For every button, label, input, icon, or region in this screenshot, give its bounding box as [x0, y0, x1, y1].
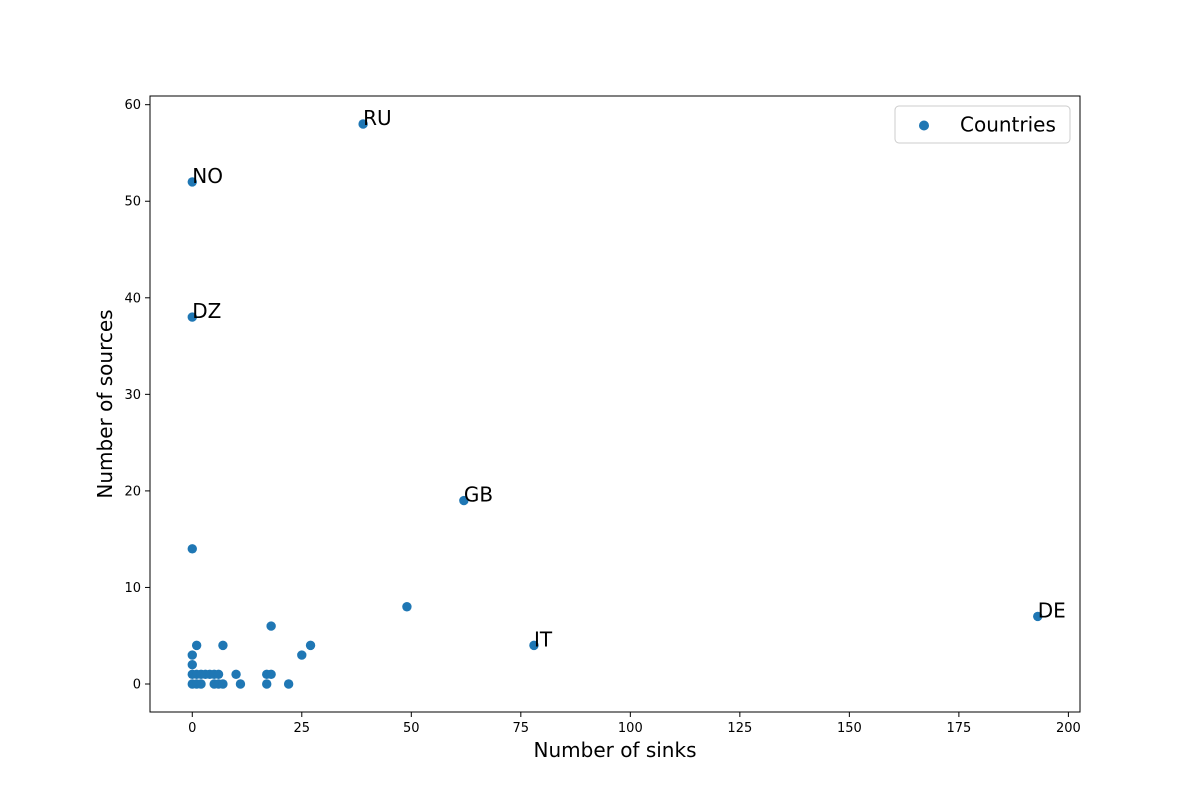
y-tick-label: 0 [133, 678, 141, 693]
plot-area: RU NO DZ GB IT DE [187, 106, 1066, 689]
x-tick-label: 50 [403, 721, 420, 736]
data-point [213, 669, 224, 680]
data-point [305, 640, 316, 651]
x-tick-label: 200 [1056, 721, 1081, 736]
data-point [196, 679, 206, 689]
data-point [187, 312, 197, 322]
data-point [187, 544, 197, 554]
point-annotation: DZ [192, 299, 221, 323]
x-axis-label: Number of sinks [534, 738, 697, 762]
y-tick-label: 10 [124, 581, 141, 596]
data-point [187, 659, 197, 670]
axis-ticks: 0 25 50 75 100 125 150 175 200 0 10 20 30 40 50 60 [124, 98, 1080, 736]
data-point [266, 669, 276, 680]
y-tick-label: 40 [124, 291, 141, 306]
x-tick-label: 100 [618, 721, 643, 736]
data-point [529, 640, 539, 651]
data-point [187, 177, 197, 187]
data-point [358, 119, 368, 129]
data-point [231, 669, 241, 680]
point-annotation: RU [363, 106, 392, 130]
x-tick-label: 125 [727, 721, 752, 736]
data-point [218, 640, 228, 651]
point-annotation: NO [192, 164, 223, 188]
x-tick-label: 175 [946, 721, 971, 736]
data-point [191, 640, 202, 651]
y-tick-label: 20 [124, 484, 141, 499]
legend-marker [919, 120, 929, 131]
data-point [262, 679, 272, 689]
legend-label: Countries [960, 113, 1056, 137]
point-annotation: DE [1038, 598, 1066, 622]
point-annotation: IT [534, 627, 553, 651]
data-point [187, 650, 197, 660]
data-point [235, 679, 246, 689]
y-axis-label: Number of sources [93, 309, 117, 498]
data-point [266, 621, 276, 631]
data-point [218, 679, 228, 689]
data-point [297, 650, 307, 660]
x-tick-label: 150 [837, 721, 862, 736]
data-point [283, 679, 294, 689]
data-point [402, 602, 412, 612]
x-tick-label: 0 [188, 721, 196, 736]
axes-frame [149, 95, 1081, 713]
y-tick-label: 50 [124, 195, 141, 210]
legend-box [894, 105, 1071, 144]
data-point [459, 495, 469, 506]
data-point [1033, 611, 1043, 622]
x-tick-label: 75 [513, 721, 530, 736]
y-tick-label: 60 [124, 98, 141, 113]
point-annotation: GB [464, 483, 493, 507]
legend: Countries [894, 105, 1071, 144]
x-tick-label: 25 [294, 721, 311, 736]
y-tick-label: 30 [124, 388, 141, 403]
